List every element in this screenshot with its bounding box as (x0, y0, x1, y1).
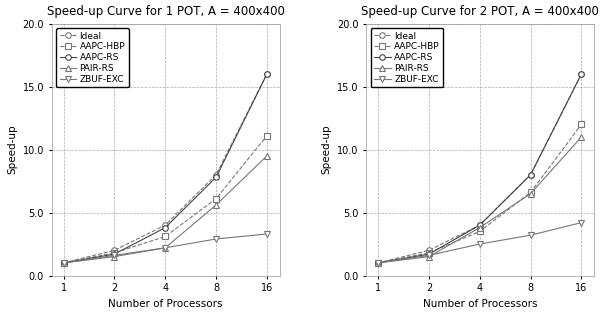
Line: Ideal: Ideal (61, 71, 270, 266)
Title: Speed-up Curve for 2 POT, A = 400x400: Speed-up Curve for 2 POT, A = 400x400 (361, 5, 599, 18)
Ideal (374, 261, 382, 265)
ZBUF-EXC (476, 242, 483, 246)
Line: AAPC-HBP: AAPC-HBP (375, 122, 584, 266)
PAIR-RS (213, 203, 220, 207)
AAPC-RS (263, 72, 270, 76)
Line: AAPC-RS: AAPC-RS (61, 71, 270, 266)
PAIR-RS (578, 135, 585, 139)
AAPC-RS (476, 223, 483, 227)
ZBUF-EXC (111, 253, 118, 257)
Line: PAIR-RS: PAIR-RS (375, 134, 584, 266)
PAIR-RS (263, 154, 270, 158)
Ideal (213, 173, 220, 177)
ZBUF-EXC (578, 220, 585, 224)
AAPC-HBP (426, 251, 433, 255)
AAPC-HBP (60, 261, 67, 265)
Ideal (111, 248, 118, 252)
Line: PAIR-RS: PAIR-RS (61, 153, 270, 266)
Legend: Ideal, AAPC-HBP, AAPC-RS, PAIR-RS, ZBUF-EXC: Ideal, AAPC-HBP, AAPC-RS, PAIR-RS, ZBUF-… (371, 28, 444, 87)
PAIR-RS (111, 255, 118, 259)
AAPC-RS (60, 261, 67, 265)
Line: ZBUF-EXC: ZBUF-EXC (375, 220, 584, 266)
AAPC-RS (426, 252, 433, 256)
PAIR-RS (426, 255, 433, 259)
AAPC-HBP (527, 190, 534, 194)
AAPC-RS (374, 261, 382, 265)
ZBUF-EXC (426, 253, 433, 257)
Line: Ideal: Ideal (375, 71, 584, 266)
PAIR-RS (374, 261, 382, 265)
Line: ZBUF-EXC: ZBUF-EXC (61, 231, 270, 266)
AAPC-HBP (578, 122, 585, 126)
Ideal (527, 173, 534, 177)
ZBUF-EXC (263, 232, 270, 236)
Ideal (426, 248, 433, 252)
PAIR-RS (60, 261, 67, 265)
AAPC-HBP (213, 197, 220, 201)
X-axis label: Number of Processors: Number of Processors (423, 299, 537, 309)
ZBUF-EXC (527, 233, 534, 237)
AAPC-HBP (476, 229, 483, 234)
Ideal (263, 72, 270, 76)
PAIR-RS (476, 226, 483, 230)
AAPC-RS (527, 173, 534, 177)
AAPC-RS (162, 226, 169, 230)
AAPC-RS (578, 72, 585, 76)
AAPC-HBP (111, 251, 118, 255)
Ideal (578, 72, 585, 76)
PAIR-RS (162, 246, 169, 250)
ZBUF-EXC (60, 261, 67, 265)
AAPC-HBP (162, 235, 169, 239)
AAPC-RS (213, 175, 220, 179)
Ideal (476, 223, 483, 227)
X-axis label: Number of Processors: Number of Processors (108, 299, 223, 309)
PAIR-RS (527, 192, 534, 196)
ZBUF-EXC (374, 261, 382, 265)
AAPC-HBP (374, 261, 382, 265)
AAPC-HBP (263, 134, 270, 138)
Ideal (162, 223, 169, 227)
Legend: Ideal, AAPC-HBP, AAPC-RS, PAIR-RS, ZBUF-EXC: Ideal, AAPC-HBP, AAPC-RS, PAIR-RS, ZBUF-… (56, 28, 129, 87)
Title: Speed-up Curve for 1 POT, A = 400x400: Speed-up Curve for 1 POT, A = 400x400 (47, 5, 284, 18)
Line: AAPC-HBP: AAPC-HBP (61, 133, 270, 266)
AAPC-RS (111, 252, 118, 256)
ZBUF-EXC (162, 246, 169, 250)
Ideal (60, 261, 67, 265)
Line: AAPC-RS: AAPC-RS (375, 71, 584, 266)
Y-axis label: Speed-up: Speed-up (7, 125, 17, 174)
Y-axis label: Speed-up: Speed-up (322, 125, 332, 174)
ZBUF-EXC (213, 237, 220, 241)
